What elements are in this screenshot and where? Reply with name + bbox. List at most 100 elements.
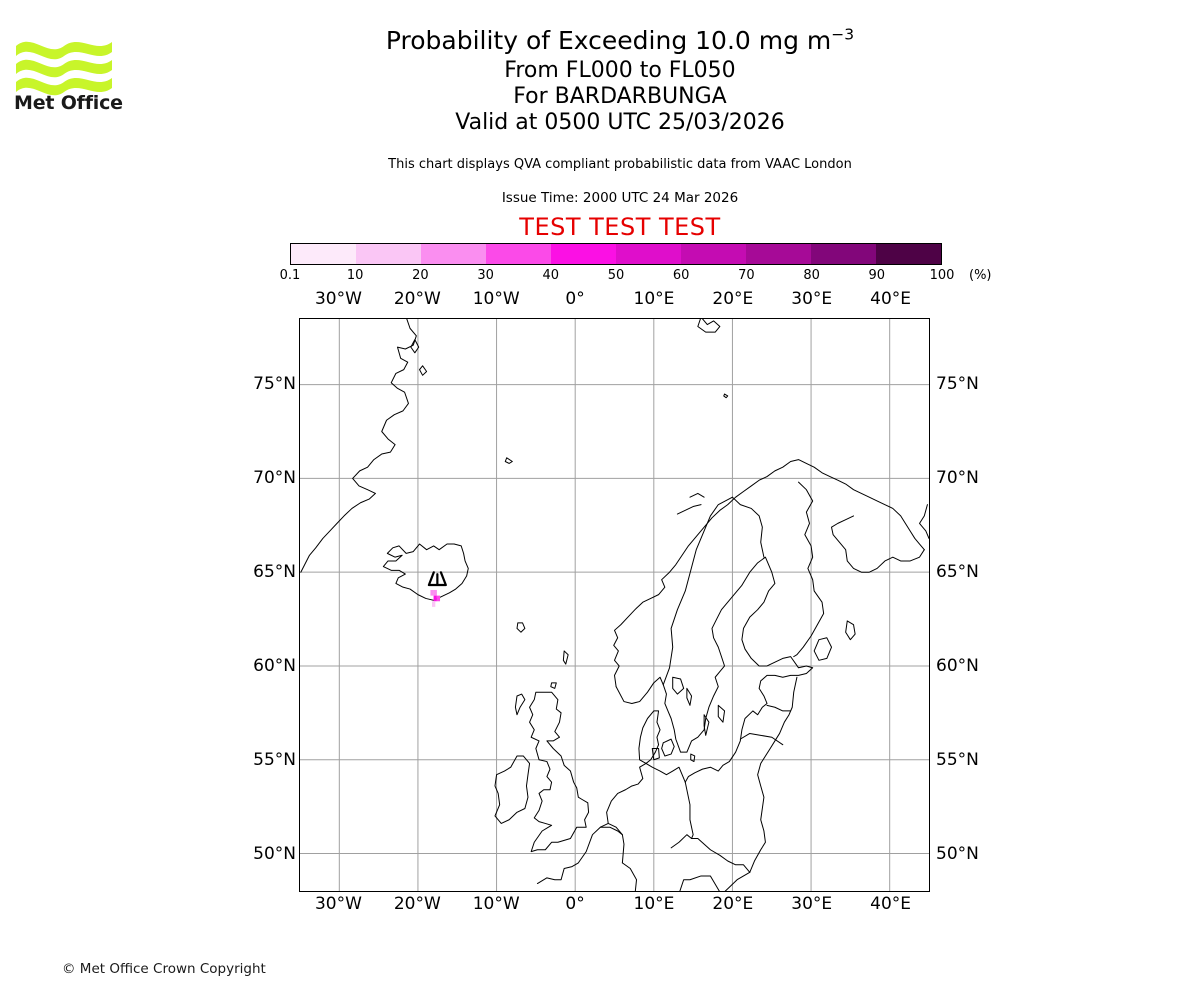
coastline-path bbox=[382, 543, 469, 601]
qva-compliance-note: This chart displays QVA compliant probab… bbox=[388, 157, 852, 172]
colorbar-tick-60: 60 bbox=[672, 268, 690, 283]
lon-tick-label: 10°W bbox=[472, 894, 520, 914]
colorbar-tick-10: 10 bbox=[346, 268, 364, 283]
coastline-path bbox=[793, 481, 825, 658]
colorbar-tick-30: 30 bbox=[477, 268, 494, 283]
coastline-path bbox=[697, 319, 721, 333]
colorbar-segment-4 bbox=[551, 244, 616, 264]
lat-tick-label: 65°N bbox=[253, 562, 296, 583]
volcano-glyph-icon bbox=[427, 571, 447, 587]
lat-tick-label: 75°N bbox=[253, 373, 296, 394]
coastline-path bbox=[703, 714, 710, 736]
coastline-path bbox=[676, 504, 702, 515]
copyright-notice: © Met Office Crown Copyright bbox=[62, 961, 266, 977]
ash-probability-cell bbox=[433, 595, 437, 602]
coastline-path bbox=[731, 496, 765, 558]
coastline-path bbox=[638, 710, 661, 764]
coastline-path bbox=[516, 622, 526, 633]
coastline-path bbox=[684, 781, 694, 839]
lat-tick-label: 65°N bbox=[936, 562, 979, 583]
coastline-path bbox=[494, 755, 531, 824]
page-title: Probability of Exceeding 10.0 mg m−3 bbox=[180, 24, 1060, 58]
map-canvas bbox=[300, 319, 929, 891]
met-office-wordmark: Met Office bbox=[14, 92, 123, 114]
coastline-path bbox=[410, 339, 420, 354]
lon-tick-label: 40°E bbox=[870, 894, 911, 914]
coastline-path bbox=[717, 704, 726, 723]
coastline-path bbox=[536, 762, 686, 885]
coastline-path bbox=[749, 676, 798, 873]
coastline-path bbox=[651, 747, 660, 761]
coastline-path bbox=[672, 676, 685, 695]
lat-tick-label: 55°N bbox=[253, 750, 296, 771]
lat-tick-label: 50°N bbox=[936, 844, 979, 865]
lon-tick-label: 0° bbox=[565, 289, 585, 309]
colorbar-segment-1 bbox=[356, 244, 421, 264]
coastline-path bbox=[615, 556, 814, 783]
coastline-path bbox=[813, 637, 833, 661]
coastline-path bbox=[562, 650, 569, 665]
lat-tick-label: 50°N bbox=[253, 844, 296, 865]
longitude-axis-bottom: 30°W 20°W 10°W 0° 10°E 20°E 30°E 40°E bbox=[299, 894, 930, 916]
lon-tick-label: 10°W bbox=[472, 289, 520, 309]
test-banner: TEST TEST TEST bbox=[519, 213, 721, 241]
colorbar-segment-0 bbox=[291, 244, 356, 264]
latitude-axis-left: 75°N 70°N 65°N 60°N 55°N 50°N bbox=[226, 318, 296, 892]
ash-probability-cell bbox=[433, 589, 437, 596]
valid-time-line: Valid at 0500 UTC 25/03/2026 bbox=[455, 110, 785, 135]
coastline-path bbox=[679, 871, 751, 891]
colorbar-tick-90: 90 bbox=[868, 268, 886, 283]
page-title-exponent: −3 bbox=[831, 25, 855, 44]
lat-tick-label: 75°N bbox=[936, 373, 979, 394]
coastline-path bbox=[599, 826, 623, 836]
coastline-path bbox=[766, 704, 792, 712]
colorbar-segment-5 bbox=[616, 244, 681, 264]
coastline-path bbox=[690, 753, 696, 763]
ash-probability-cell bbox=[430, 589, 434, 596]
lat-tick-label: 70°N bbox=[936, 467, 979, 488]
coastline-path bbox=[529, 691, 590, 853]
lon-tick-label: 30°E bbox=[791, 289, 833, 309]
coastline-path bbox=[514, 693, 526, 716]
lon-tick-label: 40°E bbox=[870, 289, 911, 309]
lon-tick-label: 0° bbox=[565, 894, 585, 914]
longitude-axis-top: 30°W 20°W 10°W 0° 10°E 20°E 30°E 40°E bbox=[299, 289, 930, 311]
lon-tick-label: 20°E bbox=[712, 289, 754, 309]
lon-tick-label: 20°W bbox=[393, 894, 441, 914]
lat-tick-label: 70°N bbox=[253, 467, 296, 488]
coastline-path bbox=[419, 365, 428, 376]
chart-title-block: Probability of Exceeding 10.0 mg m−3 Fro… bbox=[180, 24, 1060, 136]
coastline-path bbox=[504, 457, 513, 464]
lat-tick-label: 60°N bbox=[253, 656, 296, 677]
coastline-path bbox=[670, 834, 693, 849]
issue-time: Issue Time: 2000 UTC 24 Mar 2026 bbox=[501, 190, 739, 206]
lon-tick-label: 20°E bbox=[712, 894, 754, 914]
coastline-path bbox=[550, 682, 557, 689]
colorbar-tick-100: 100 bbox=[929, 268, 955, 283]
probability-colorbar bbox=[290, 243, 942, 265]
lat-tick-label: 55°N bbox=[936, 750, 979, 771]
colorbar-tick-80: 80 bbox=[803, 268, 820, 283]
colorbar-tick-20: 20 bbox=[412, 268, 429, 283]
coastline-path bbox=[691, 837, 751, 873]
coastline-path bbox=[723, 393, 729, 399]
colorbar-tick-50: 50 bbox=[607, 268, 625, 283]
volcano-marker bbox=[427, 571, 447, 587]
met-office-logo bbox=[16, 41, 112, 96]
coastline-path bbox=[686, 687, 693, 706]
page-title-text: Probability of Exceeding 10.0 mg m bbox=[385, 26, 832, 55]
coastline-path bbox=[831, 515, 925, 573]
map-coastlines bbox=[300, 319, 929, 891]
coastline-path bbox=[621, 862, 638, 891]
coastline-path bbox=[739, 732, 784, 746]
flight-level-range: From FL000 to FL050 bbox=[504, 58, 736, 83]
colorbar-tick-40: 40 bbox=[542, 268, 560, 283]
colorbar-tick-labels: 0.1 10 20 30 40 50 60 70 80 90 100 bbox=[280, 268, 955, 286]
coastline-path bbox=[845, 620, 856, 641]
lon-tick-label: 20°W bbox=[393, 289, 441, 309]
colorbar-segment-2 bbox=[421, 244, 486, 264]
coastline-path bbox=[300, 319, 417, 573]
map-plot-area[interactable] bbox=[299, 318, 930, 892]
colorbar-segment-6 bbox=[681, 244, 746, 264]
coastline-path bbox=[661, 738, 675, 757]
